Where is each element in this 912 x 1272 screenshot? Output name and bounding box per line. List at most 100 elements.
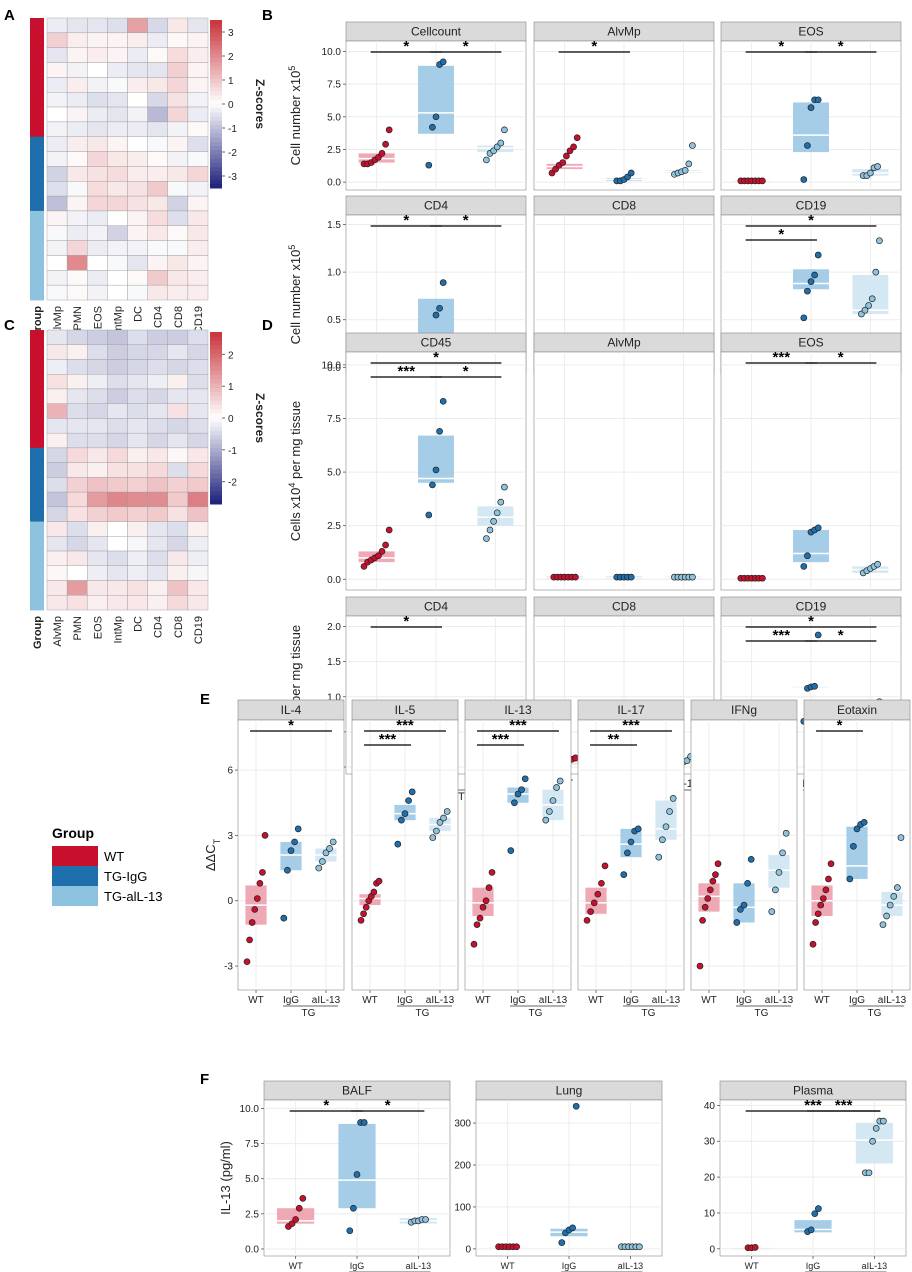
- sig-label: *: [385, 1097, 391, 1114]
- heatmap-cell: [46, 491, 68, 508]
- heatmap-cell: [127, 344, 148, 360]
- heatmap-cell: [66, 329, 88, 345]
- facet-title: Plasma: [793, 1084, 833, 1098]
- heatmap-cell: [187, 121, 209, 137]
- heatmap-col-label: CD19: [193, 306, 205, 334]
- facet-title: IL-5: [395, 703, 416, 717]
- heatmap-cell: [46, 92, 68, 108]
- heatmap-cell: [66, 32, 88, 48]
- heatmap-cell: [66, 225, 88, 241]
- heatmap-cell: [66, 388, 88, 404]
- heatmap-cell: [167, 77, 189, 93]
- heatmap-col-label: AlvMp: [52, 306, 64, 337]
- zscore-scale-step: [210, 482, 222, 488]
- point-igg: [350, 1204, 357, 1212]
- heatmap-cell: [107, 106, 128, 123]
- heatmap-col-label: PMN: [72, 306, 84, 331]
- point-wt: [385, 526, 393, 534]
- heatmap-cell: [46, 181, 68, 197]
- heatmap-cell: [107, 374, 128, 390]
- point-ail13: [490, 518, 497, 525]
- zscore-scale-step: [210, 57, 222, 63]
- point-ail13: [483, 535, 490, 542]
- heatmap-cell: [147, 181, 168, 197]
- zscore-scale-step: [210, 137, 222, 143]
- box-igg: [418, 435, 454, 483]
- point-igg: [439, 279, 447, 286]
- heatmap-cell: [46, 329, 68, 345]
- zscore-scale-step: [210, 154, 222, 160]
- sig-label: *: [591, 38, 597, 55]
- facet-title: Lung: [556, 1084, 583, 1098]
- heatmap-cell: [167, 106, 189, 123]
- group-strip-cell: [30, 270, 44, 286]
- x-group-label: IgG: [510, 995, 526, 1006]
- point-igg: [815, 1205, 822, 1213]
- y-tick-label: -3: [224, 962, 233, 973]
- heatmap-cell: [187, 92, 209, 108]
- heatmap-cell: [46, 47, 68, 63]
- group-strip-cell: [30, 210, 44, 227]
- point-wt: [513, 1243, 520, 1251]
- heatmap-cell: [46, 418, 68, 434]
- heatmap-cell: [187, 462, 209, 478]
- heatmap-cell: [46, 210, 68, 226]
- heatmap-cell: [127, 92, 148, 108]
- x-group-label: aIL-13: [765, 995, 794, 1006]
- heatmap-col-label: DC: [133, 616, 145, 632]
- heatmap-cell: [187, 359, 209, 375]
- heatmap-cell: [187, 403, 209, 419]
- heatmap-cell: [46, 255, 68, 271]
- heatmap-cell: [46, 344, 68, 360]
- heatmap-cell: [167, 240, 189, 256]
- point-igg: [846, 875, 854, 883]
- heatmap-cell: [127, 462, 148, 478]
- point-wt: [370, 888, 378, 896]
- zscore-scale-step: [210, 366, 222, 372]
- heatmap-cell: [147, 106, 168, 123]
- x-group-label: IgG: [283, 995, 299, 1006]
- zscore-scale-step: [210, 62, 222, 67]
- point-wt: [253, 895, 261, 902]
- point-igg: [558, 1239, 566, 1246]
- heatmap-cell: [167, 225, 189, 241]
- group-strip-cell: [30, 136, 44, 152]
- sig-label: ***: [379, 731, 397, 748]
- x-group-label: aIL-13: [539, 995, 568, 1006]
- heatmap-col-label: DC: [133, 306, 145, 322]
- point-wt: [822, 886, 830, 894]
- y-tick-label: 40: [704, 1101, 716, 1112]
- panel-letter-c: C: [4, 317, 15, 334]
- point-wt: [473, 921, 481, 929]
- zscore-scale-step: [210, 146, 222, 151]
- heatmap-cell: [87, 181, 108, 197]
- heatmap-cell: [66, 359, 88, 375]
- y-tick-label: 1.0: [327, 692, 341, 703]
- heatmap-cell: [167, 195, 189, 212]
- heatmap-cell: [147, 225, 168, 241]
- group-strip-cell: [30, 565, 44, 581]
- heatmap-cell: [107, 550, 128, 566]
- point-igg: [800, 563, 808, 570]
- heatmap-cell: [147, 240, 168, 256]
- heatmap-cell: [147, 329, 168, 345]
- y-tick-label: 2.0: [327, 622, 341, 633]
- heatmap-cell: [127, 432, 148, 449]
- heatmap-cell: [147, 77, 168, 93]
- group-strip-cell: [30, 32, 44, 49]
- heatmap-cell: [127, 151, 148, 167]
- heatmap-cell: [187, 270, 209, 286]
- heatmap-cell: [66, 106, 88, 123]
- point-ail13: [772, 886, 779, 894]
- heatmap-cell: [167, 536, 189, 552]
- y-tick-label: 10.0: [240, 1104, 260, 1115]
- zscore-scale-step: [210, 91, 222, 97]
- zscore-scale-step: [210, 418, 222, 423]
- x-group-label: IgG: [623, 995, 639, 1006]
- heatmap-cell: [127, 447, 148, 463]
- point-wt: [572, 573, 579, 581]
- point-wt: [378, 150, 386, 157]
- heatmap-cell: [127, 32, 148, 48]
- zscore-tick-label: 2: [228, 350, 234, 361]
